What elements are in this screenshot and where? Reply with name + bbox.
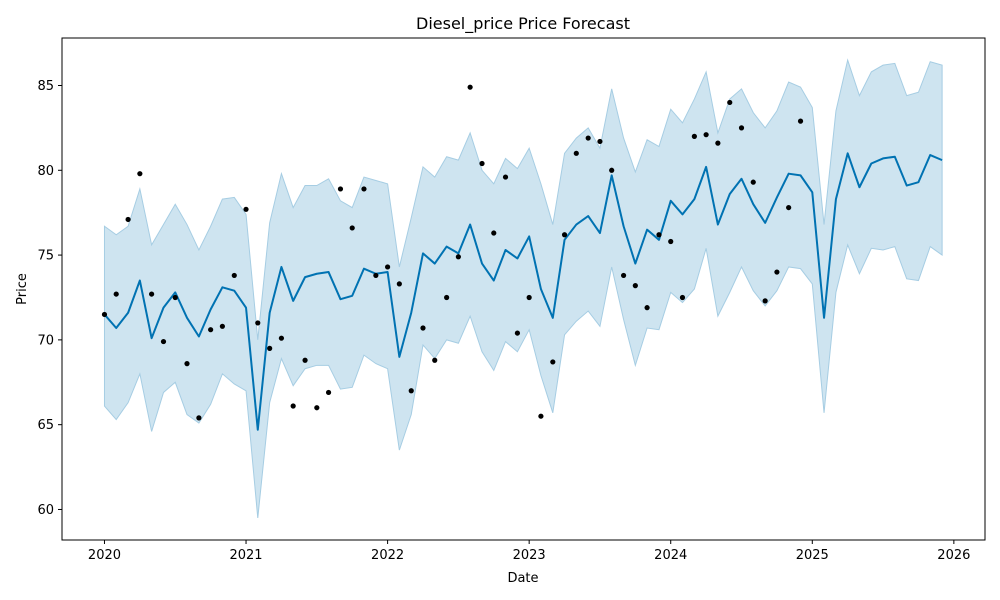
observed-point	[573, 150, 579, 156]
observed-point	[786, 204, 792, 211]
observed-point	[149, 291, 155, 297]
observed-point	[432, 357, 438, 363]
observed-point	[243, 206, 249, 212]
y-tick-label: 80	[37, 164, 54, 179]
observed-point	[137, 171, 143, 177]
observed-point	[668, 238, 674, 245]
observed-point	[208, 327, 214, 333]
observed-point	[491, 230, 497, 236]
observed-point	[561, 232, 568, 238]
observed-point	[337, 186, 344, 192]
observed-point	[750, 179, 756, 185]
observed-point	[609, 167, 615, 173]
observed-point	[184, 361, 190, 367]
observed-point	[172, 294, 178, 301]
observed-point	[278, 335, 285, 341]
observed-point	[160, 338, 167, 345]
confidence-band	[103, 58, 943, 519]
observed-point	[385, 264, 391, 270]
observed-point	[644, 305, 650, 311]
y-axis-title: Price	[15, 273, 30, 305]
observed-point	[703, 132, 709, 138]
x-tick-label: 2020	[88, 548, 121, 563]
observed-point	[325, 389, 332, 396]
observed-point	[444, 294, 450, 301]
x-tick-label: 2021	[229, 548, 262, 563]
observed-point	[255, 320, 261, 326]
plot-area	[101, 58, 943, 519]
observed-point	[361, 186, 367, 192]
observed-point	[420, 325, 426, 331]
observed-point	[727, 99, 733, 106]
observed-point	[101, 311, 108, 318]
observed-point	[715, 140, 721, 146]
observed-point	[597, 138, 603, 145]
observed-point	[738, 125, 745, 131]
x-tick-label: 2022	[371, 548, 404, 563]
observed-point	[302, 357, 308, 363]
y-tick-label: 60	[37, 503, 54, 518]
y-tick-label: 85	[37, 79, 54, 94]
observed-point	[762, 298, 768, 304]
observed-point	[538, 413, 544, 419]
observed-point	[196, 415, 202, 421]
forecast-line	[103, 152, 943, 431]
observed-point	[797, 118, 804, 124]
observed-point	[267, 345, 273, 351]
x-tick-label: 2023	[513, 548, 546, 563]
observed-point	[502, 174, 509, 180]
x-tick-label: 2024	[654, 548, 687, 563]
observed-point	[691, 133, 697, 139]
x-tick-label: 2025	[796, 548, 829, 563]
x-tick-label: 2026	[937, 548, 970, 563]
observed-point	[585, 135, 591, 141]
observed-point	[467, 84, 473, 90]
y-tick-label: 70	[37, 333, 54, 348]
observed-point	[396, 281, 402, 287]
observed-point	[314, 405, 320, 411]
y-axis: 60 65 70 75 80 85	[37, 79, 62, 518]
observed-point	[349, 225, 355, 231]
observed-point	[455, 254, 461, 260]
observed-point	[656, 232, 662, 238]
observed-point	[679, 294, 686, 301]
observed-point	[219, 323, 225, 329]
observed-point	[113, 291, 119, 297]
observed-point	[479, 160, 485, 167]
x-axis: 2020 2021 2022 2023 2024 2025 2026	[88, 540, 970, 563]
y-tick-label: 75	[37, 249, 54, 264]
observed-point	[526, 294, 532, 301]
observed-point	[290, 403, 296, 409]
observed-point	[408, 388, 414, 394]
observed-point	[632, 283, 638, 289]
observed-point	[774, 269, 780, 275]
observed-point	[125, 216, 131, 223]
y-tick-label: 65	[37, 418, 54, 433]
plot-frame	[61, 37, 986, 541]
chart-title: Diesel_price Price Forecast	[416, 14, 630, 34]
x-axis-title: Date	[507, 571, 538, 586]
observed-point	[231, 272, 237, 279]
observed-point	[514, 330, 521, 336]
observed-point	[620, 272, 627, 279]
observed-point	[550, 359, 556, 365]
observed-point	[373, 272, 379, 279]
